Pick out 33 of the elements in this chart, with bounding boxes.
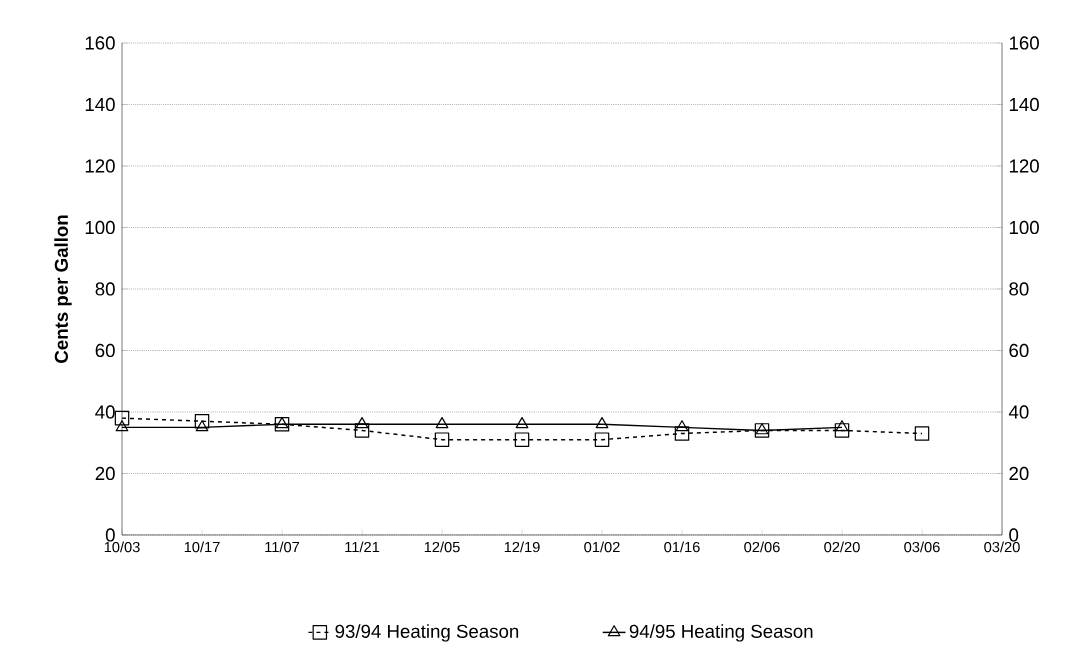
y2-tick-label: 60 — [1009, 343, 1029, 358]
y2-tick-label: 140 — [1009, 97, 1039, 112]
y-tick-label: 140 — [85, 97, 115, 112]
y-tick-label: 80 — [95, 282, 115, 296]
y2-tick-label: 100 — [1009, 220, 1039, 235]
y-axis-title: Cents per Gallon — [54, 215, 72, 363]
x-tick-label: 02/06 — [744, 541, 780, 553]
legend-label: 93/94 Heating Season — [335, 624, 519, 642]
y2-tick-label: 20 — [1009, 466, 1029, 481]
y-tick-label: 0 — [105, 528, 115, 542]
y-tick-label: 100 — [85, 220, 115, 235]
y-tick-label: 60 — [95, 343, 115, 358]
y2-tick-label: 40 — [1008, 405, 1029, 419]
x-tick-label: 10/03 — [104, 541, 140, 553]
y2-tick-label: 120 — [1009, 159, 1039, 173]
y-tick-label: 20 — [95, 466, 115, 481]
x-tick-label: 01/02 — [584, 541, 620, 553]
y-tick-label: 120 — [85, 159, 115, 173]
legend-label: 94/95 Heating Season — [629, 624, 813, 642]
x-tick-label: 10/17 — [184, 541, 220, 553]
x-tick-label: 01/16 — [664, 541, 700, 553]
x-tick-label: 03/06 — [904, 541, 940, 553]
y2-tick-label: 160 — [1009, 36, 1039, 50]
x-tick-label: 03/20 — [984, 541, 1020, 553]
y2-tick-label: 80 — [1009, 282, 1029, 296]
y2-tick-label: 0 — [1009, 528, 1019, 542]
y-tick-label: 40 — [95, 405, 115, 419]
x-tick-label: 11/07 — [265, 541, 300, 553]
x-tick-label: 12/19 — [504, 541, 540, 553]
y-tick-label: 160 — [85, 36, 115, 50]
x-tick-label: 12/05 — [424, 541, 460, 553]
x-tick-label: 02/20 — [824, 541, 860, 553]
x-tick-label: 11/21 — [345, 541, 380, 553]
